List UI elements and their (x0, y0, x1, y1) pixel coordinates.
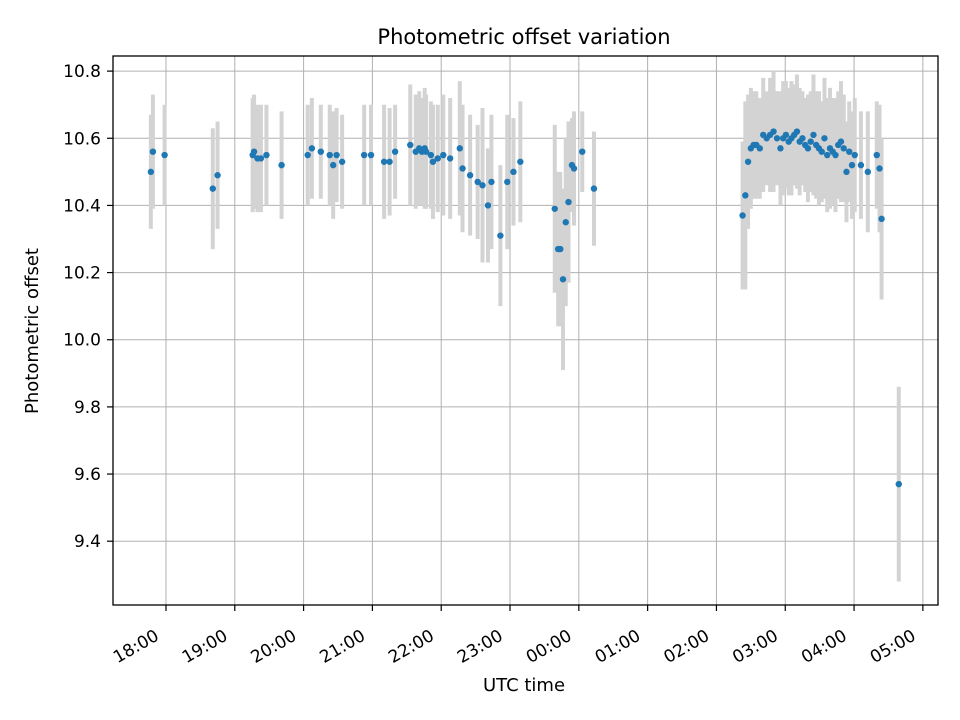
data-point (824, 151, 831, 159)
data-point (821, 135, 828, 142)
data-point (407, 141, 414, 149)
data-point (338, 158, 346, 165)
y-tick-label: 10.0 (63, 331, 101, 351)
data-point (739, 212, 746, 219)
data-point (807, 138, 814, 145)
data-point (147, 168, 155, 176)
data-point (257, 155, 265, 162)
data-point (744, 158, 752, 165)
data-point (793, 128, 801, 135)
data-point (810, 131, 817, 139)
data-point (504, 178, 511, 186)
data-point (440, 151, 447, 159)
data-point (848, 161, 856, 169)
data-point (329, 161, 337, 169)
y-tick-label: 9.6 (74, 465, 101, 485)
data-point (386, 158, 393, 165)
data-point (459, 165, 466, 172)
data-point (488, 178, 495, 186)
data-point (474, 178, 481, 186)
data-point (367, 151, 375, 159)
data-point (551, 205, 558, 212)
data-point (517, 158, 524, 165)
data-point (804, 145, 812, 152)
axes-frame (112, 55, 939, 606)
data-point (895, 480, 902, 488)
data-point (565, 198, 572, 206)
y-tick-label: 10.6 (63, 129, 101, 149)
data-point (214, 172, 221, 179)
y-tick-label: 10.2 (63, 264, 101, 284)
data-point (484, 202, 492, 209)
data-point (380, 158, 388, 165)
data-point (562, 219, 569, 226)
data-point (857, 161, 865, 169)
data-point (161, 151, 168, 159)
data-point (510, 168, 517, 176)
data-point (782, 131, 790, 139)
chart-title: Photometric offset variation (377, 25, 670, 49)
data-point (837, 138, 845, 145)
data-point (770, 128, 777, 135)
data-point (559, 276, 567, 283)
data-point (756, 145, 763, 152)
data-point (317, 148, 324, 155)
data-point (579, 148, 586, 155)
data-point (479, 182, 486, 189)
y-tick-label: 9.8 (74, 398, 101, 418)
data-point (840, 145, 847, 152)
y-tick-label: 10.8 (63, 62, 101, 82)
data-point (773, 135, 781, 142)
data-point (590, 185, 598, 192)
data-point (873, 151, 880, 159)
data-point (446, 155, 454, 162)
data-point (777, 145, 784, 152)
data-point (456, 145, 463, 152)
data-point (818, 148, 825, 155)
data-point (497, 232, 504, 239)
y-tick-label: 9.4 (74, 532, 101, 552)
y-axis-ticks: 9.4 9.6 9.8 10.0 10.2 10.4 10.6 10.8 (63, 62, 113, 552)
x-axis-title: UTC time (483, 675, 565, 696)
data-point (209, 185, 216, 192)
data-point (304, 151, 311, 159)
data-point (360, 151, 368, 159)
data-point (878, 215, 885, 223)
point-layer (147, 128, 902, 488)
data-point (391, 148, 399, 155)
data-point (876, 165, 883, 172)
data-point (466, 172, 474, 179)
data-point (250, 148, 258, 155)
data-point (434, 155, 441, 162)
data-point (429, 158, 437, 165)
y-axis-title: Photometric offset (22, 248, 43, 414)
data-point (427, 151, 435, 159)
data-point (742, 192, 749, 199)
data-point (149, 148, 157, 155)
data-point (422, 148, 430, 155)
data-point (278, 161, 285, 169)
data-point (843, 168, 850, 176)
data-point (557, 245, 564, 253)
data-point (846, 148, 853, 155)
data-point (570, 165, 578, 172)
data-point (851, 151, 858, 159)
data-point (864, 168, 872, 176)
data-point (263, 151, 270, 159)
data-point (326, 151, 333, 159)
data-point (799, 135, 806, 142)
data-point (832, 151, 839, 159)
data-point (333, 151, 340, 159)
y-tick-label: 10.4 (63, 196, 101, 216)
data-point (308, 145, 316, 152)
